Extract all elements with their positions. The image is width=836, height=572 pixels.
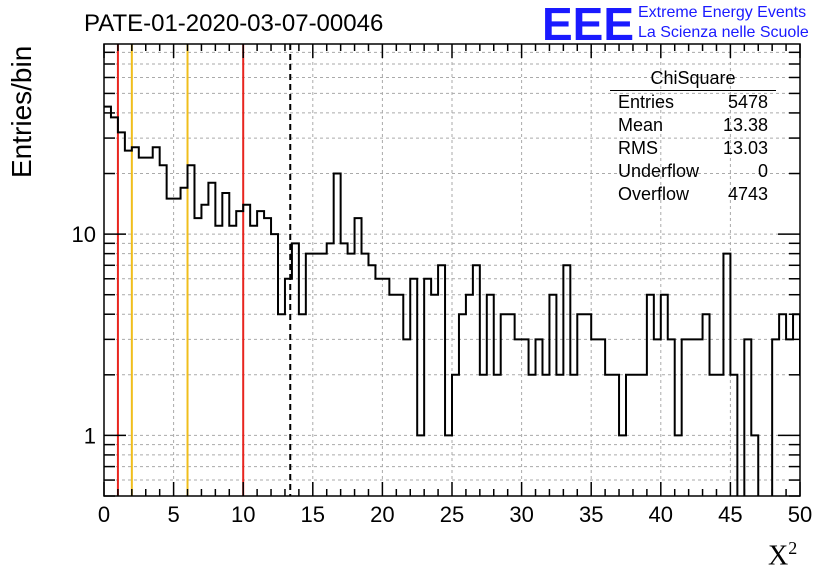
stats-label: Mean — [618, 115, 664, 135]
histogram-curve — [104, 105, 800, 496]
stats-value: 5478 — [727, 92, 768, 112]
logo-line-1: Extreme Energy Events — [638, 4, 807, 21]
y-axis-label: Entries/bin — [6, 45, 37, 178]
logo-line-2: La Scienza nelle Scuole — [638, 24, 809, 41]
stats-row-mean: Mean 13.38 — [610, 114, 776, 137]
x-tick-label: 25 — [440, 502, 464, 527]
x-tick-label: 15 — [301, 502, 325, 527]
stats-box: ChiSquare Entries 5478 Mean 13.38 RMS 13… — [610, 66, 776, 206]
stats-row-rms: RMS 13.03 — [610, 137, 776, 160]
x-tick-label: 0 — [98, 502, 110, 527]
x-tick-label: 40 — [649, 502, 673, 527]
x-axis-label: X2 — [768, 538, 798, 572]
x-tick-label: 5 — [167, 502, 179, 527]
stats-label: Underflow — [618, 161, 700, 181]
stats-value: 13.03 — [722, 138, 768, 158]
stats-value: 13.38 — [722, 115, 768, 135]
x-tick-label: 10 — [231, 502, 255, 527]
stats-value: 4743 — [727, 184, 768, 204]
axis-ticks — [103, 44, 801, 497]
chart-title: PATE-01-2020-03-07-00046 — [84, 10, 384, 37]
x-tick-label: 50 — [788, 502, 812, 527]
tick-labels: 0 5 10 15 20 25 30 35 40 45 50 1 10 — [72, 222, 813, 527]
x-tick-label: 30 — [509, 502, 533, 527]
stats-row-overflow: Overflow 4743 — [610, 183, 776, 206]
x-tick-label: 45 — [718, 502, 742, 527]
stats-value: 0 — [757, 161, 768, 181]
stats-label: RMS — [618, 138, 658, 158]
x-tick-label: 35 — [579, 502, 603, 527]
x-tick-label: 20 — [370, 502, 394, 527]
y-tick-label: 10 — [72, 222, 96, 247]
stats-row-entries: Entries 5478 — [610, 91, 776, 114]
y-tick-label: 1 — [84, 423, 96, 448]
stats-label: Entries — [618, 92, 675, 112]
stats-row-underflow: Underflow 0 — [610, 160, 776, 183]
marker-lines-layer — [116, 44, 292, 496]
eee-logo: EEE — [542, 2, 634, 44]
svg-text:EEE: EEE — [542, 2, 634, 44]
stats-title: ChiSquare — [610, 66, 776, 91]
stats-label: Overflow — [618, 184, 690, 204]
